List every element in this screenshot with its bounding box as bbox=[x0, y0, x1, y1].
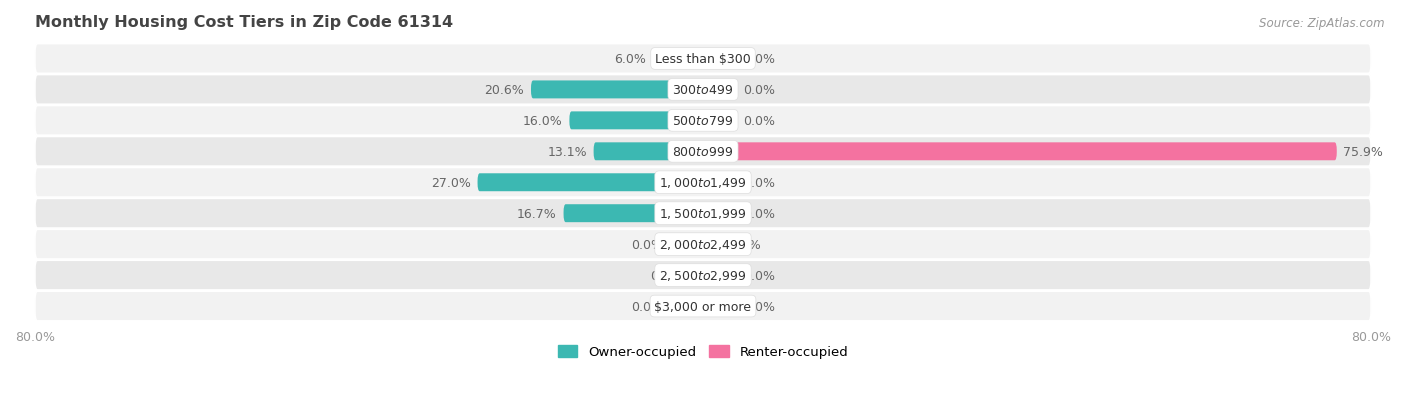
FancyBboxPatch shape bbox=[531, 81, 703, 99]
Text: 0.0%: 0.0% bbox=[744, 176, 775, 189]
FancyBboxPatch shape bbox=[35, 292, 1371, 321]
Text: 0.0%: 0.0% bbox=[631, 238, 662, 251]
FancyBboxPatch shape bbox=[652, 50, 703, 68]
Text: 0.0%: 0.0% bbox=[744, 53, 775, 66]
Text: 0.0%: 0.0% bbox=[744, 114, 775, 128]
FancyBboxPatch shape bbox=[35, 45, 1371, 74]
FancyBboxPatch shape bbox=[669, 235, 703, 254]
Text: $3,000 or more: $3,000 or more bbox=[655, 300, 751, 313]
Text: $800 to $999: $800 to $999 bbox=[672, 145, 734, 159]
FancyBboxPatch shape bbox=[35, 261, 1371, 290]
Text: 0.0%: 0.0% bbox=[744, 207, 775, 220]
FancyBboxPatch shape bbox=[703, 81, 737, 99]
Text: 13.1%: 13.1% bbox=[547, 145, 586, 159]
Text: Less than $300: Less than $300 bbox=[655, 53, 751, 66]
Text: 0.71%: 0.71% bbox=[651, 269, 690, 282]
FancyBboxPatch shape bbox=[593, 143, 703, 161]
Text: $1,000 to $1,499: $1,000 to $1,499 bbox=[659, 176, 747, 190]
Text: 0.0%: 0.0% bbox=[631, 300, 662, 313]
FancyBboxPatch shape bbox=[35, 75, 1371, 105]
FancyBboxPatch shape bbox=[35, 137, 1371, 167]
FancyBboxPatch shape bbox=[569, 112, 703, 130]
Text: 27.0%: 27.0% bbox=[432, 176, 471, 189]
FancyBboxPatch shape bbox=[703, 266, 737, 285]
Text: 75.9%: 75.9% bbox=[1344, 145, 1384, 159]
FancyBboxPatch shape bbox=[703, 50, 737, 68]
Text: 16.0%: 16.0% bbox=[523, 114, 562, 128]
Text: 0.0%: 0.0% bbox=[744, 300, 775, 313]
FancyBboxPatch shape bbox=[703, 174, 737, 192]
FancyBboxPatch shape bbox=[703, 205, 737, 223]
Text: 20.6%: 20.6% bbox=[485, 84, 524, 97]
FancyBboxPatch shape bbox=[697, 266, 703, 285]
Text: $300 to $499: $300 to $499 bbox=[672, 84, 734, 97]
Text: 2.3%: 2.3% bbox=[728, 238, 761, 251]
FancyBboxPatch shape bbox=[703, 143, 1337, 161]
Text: 0.0%: 0.0% bbox=[744, 84, 775, 97]
Text: $1,500 to $1,999: $1,500 to $1,999 bbox=[659, 206, 747, 221]
FancyBboxPatch shape bbox=[35, 168, 1371, 198]
FancyBboxPatch shape bbox=[703, 297, 737, 315]
Text: 6.0%: 6.0% bbox=[614, 53, 647, 66]
Text: $2,000 to $2,499: $2,000 to $2,499 bbox=[659, 237, 747, 252]
FancyBboxPatch shape bbox=[703, 235, 723, 254]
Legend: Owner-occupied, Renter-occupied: Owner-occupied, Renter-occupied bbox=[553, 340, 853, 364]
FancyBboxPatch shape bbox=[564, 205, 703, 223]
FancyBboxPatch shape bbox=[35, 230, 1371, 259]
FancyBboxPatch shape bbox=[703, 112, 737, 130]
FancyBboxPatch shape bbox=[478, 174, 703, 192]
Text: 16.7%: 16.7% bbox=[517, 207, 557, 220]
Text: Source: ZipAtlas.com: Source: ZipAtlas.com bbox=[1260, 17, 1385, 29]
Text: Monthly Housing Cost Tiers in Zip Code 61314: Monthly Housing Cost Tiers in Zip Code 6… bbox=[35, 15, 453, 30]
Text: 0.0%: 0.0% bbox=[744, 269, 775, 282]
Text: $500 to $799: $500 to $799 bbox=[672, 114, 734, 128]
FancyBboxPatch shape bbox=[35, 199, 1371, 228]
FancyBboxPatch shape bbox=[669, 297, 703, 315]
Text: $2,500 to $2,999: $2,500 to $2,999 bbox=[659, 268, 747, 282]
FancyBboxPatch shape bbox=[35, 106, 1371, 136]
